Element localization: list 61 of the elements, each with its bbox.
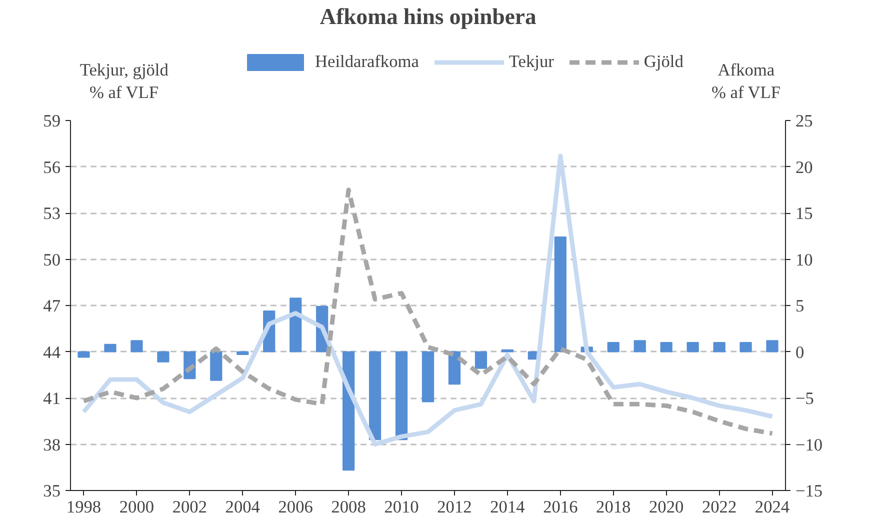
x-tick-label: 2008: [331, 498, 366, 516]
y2-tick-label: −10: [796, 435, 823, 454]
bar: [766, 340, 778, 352]
y2-tick-label: 10: [796, 250, 813, 270]
x-tick-label: 2018: [596, 498, 631, 516]
y2-axis-title: Afkoma % af VLF: [712, 60, 781, 102]
x-tick-label: 2002: [172, 498, 207, 516]
bar: [342, 351, 355, 471]
bar: [104, 344, 116, 352]
y2-tick-label: −5: [796, 389, 814, 408]
line-series: [81, 154, 775, 446]
y-axis-title: Tekjur, gjöld % af VLF: [80, 60, 169, 102]
x-tick-label: 2004: [225, 498, 260, 516]
y-tick-label: 35: [43, 482, 60, 500]
bar: [660, 342, 672, 352]
y-tick-label: 59: [43, 112, 60, 130]
x-tick-label: 2012: [437, 498, 472, 516]
y2-tick-label: 20: [796, 158, 813, 177]
bar: [290, 298, 302, 352]
x-tick-label: 2010: [384, 498, 419, 516]
y-tick-label: 53: [43, 204, 60, 223]
bar: [448, 351, 461, 385]
bar: [78, 351, 90, 358]
chart-title: Afkoma hins opinbera: [320, 4, 536, 29]
y2-tick-label: 25: [796, 112, 813, 130]
legend-label: Tekjur: [508, 52, 554, 72]
x-tick-label: 2020: [649, 498, 684, 516]
bar: [474, 351, 488, 369]
bar: [686, 342, 699, 352]
bar: [740, 342, 752, 352]
x-tick-label: 2022: [702, 498, 737, 516]
y2-tick-label: 5: [796, 296, 804, 316]
x-tick-label: 2006: [278, 498, 314, 516]
bar: [210, 351, 222, 381]
legend-label: Heildarafkoma: [315, 52, 419, 72]
y-tick-label: 44: [43, 342, 61, 362]
bar: [157, 351, 170, 362]
bar: [395, 351, 408, 440]
y2-tick-label: 15: [796, 204, 813, 223]
bar: [236, 351, 249, 356]
bar: [422, 351, 434, 402]
y2-tick-label: −15: [796, 482, 823, 500]
bar: [607, 342, 620, 352]
y-tick-label: 47: [43, 296, 61, 316]
x-tick-label: 2016: [543, 498, 578, 516]
bar: [554, 236, 566, 352]
x-tick-label: 1998: [66, 498, 102, 516]
x-tick-label: 2000: [119, 498, 154, 516]
x-tick-label: 2024: [754, 498, 790, 516]
line-series: [81, 188, 775, 436]
legend-label: Gjöld: [644, 52, 684, 72]
bar: [368, 351, 382, 440]
y2-tick-label: 0: [796, 342, 804, 362]
y-tick-label: 38: [43, 435, 60, 454]
bar: [130, 340, 143, 352]
x-tick-label: 2014: [490, 498, 526, 516]
bar: [713, 342, 726, 352]
y-tick-label: 50: [43, 250, 60, 270]
bar: [634, 340, 646, 352]
y-tick-label: 56: [43, 158, 61, 177]
y-tick-label: 41: [43, 389, 60, 408]
